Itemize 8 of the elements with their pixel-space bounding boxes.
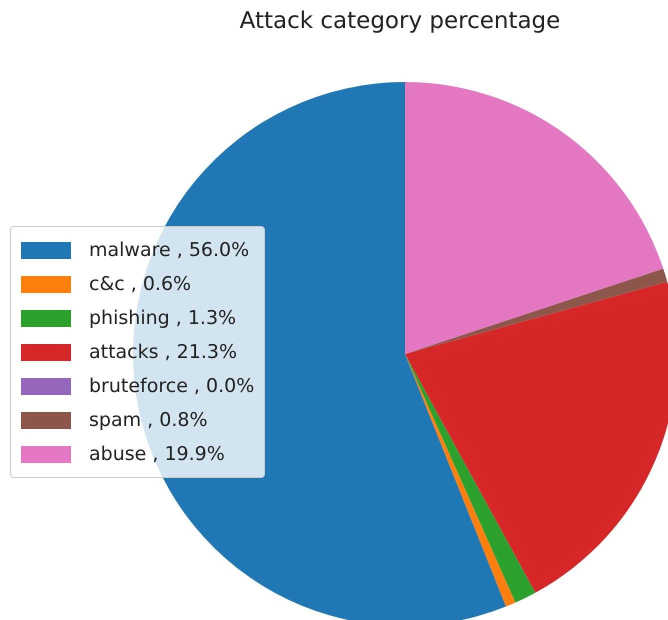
legend-label: c&c , 0.6% [89, 273, 192, 295]
legend-label: abuse , 19.9% [89, 443, 225, 465]
legend-label: malware , 56.0% [89, 239, 250, 261]
legend-label: bruteforce , 0.0% [89, 375, 254, 397]
legend-label: spam , 0.8% [89, 409, 208, 431]
legend-label: phishing , 1.3% [89, 307, 236, 329]
legend-label: attacks , 21.3% [89, 341, 238, 363]
chart-title: Attack category percentage [238, 8, 562, 34]
